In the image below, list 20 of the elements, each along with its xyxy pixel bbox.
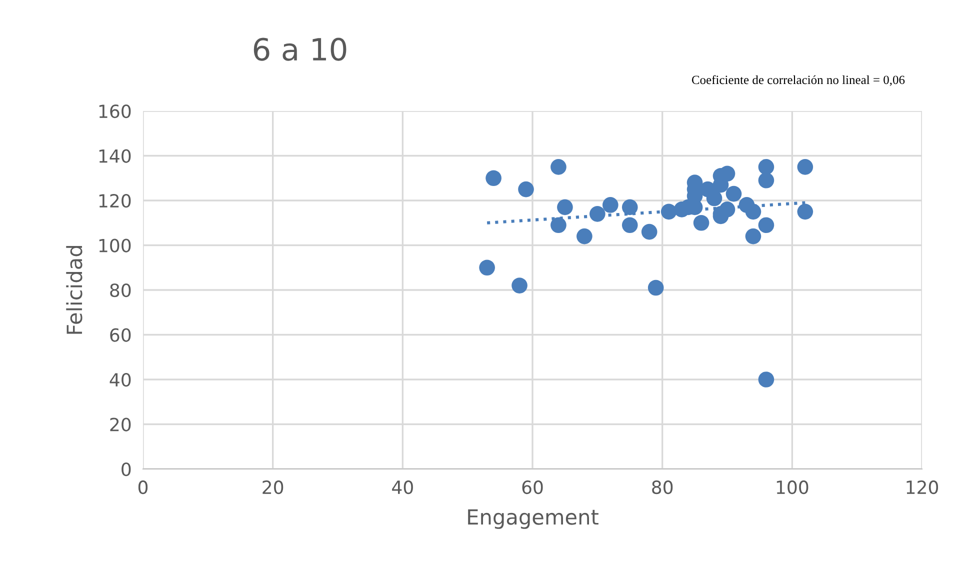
x-tick-label: 0 [138,480,148,494]
y-tick-label: 160 [99,104,131,118]
x-tick-label: 80 [652,480,673,494]
y-tick-label: 20 [110,418,131,432]
chart-title: 6 a 10 [254,38,346,61]
x-tick-label: 100 [776,480,808,494]
y-tick-label: 0 [122,462,131,476]
y-tick-label: 80 [110,283,131,298]
y-tick-label: 40 [110,372,131,387]
x-tick-label: 60 [522,480,543,494]
x-tick-label: 120 [906,480,938,494]
y-tick-label: 100 [99,238,131,252]
x-tick-label: 40 [392,480,413,494]
text: Coeficiente de correlación no lineal = 0,06 [692,75,905,86]
x-axis-title: Engagement [468,509,598,529]
y-tick-label: 140 [99,149,131,163]
y-axis-title: Felicidad [66,246,82,334]
y-tick-label: 120 [99,194,131,208]
x-tick-label: 20 [262,480,284,494]
y-tick-label: 60 [110,328,131,342]
